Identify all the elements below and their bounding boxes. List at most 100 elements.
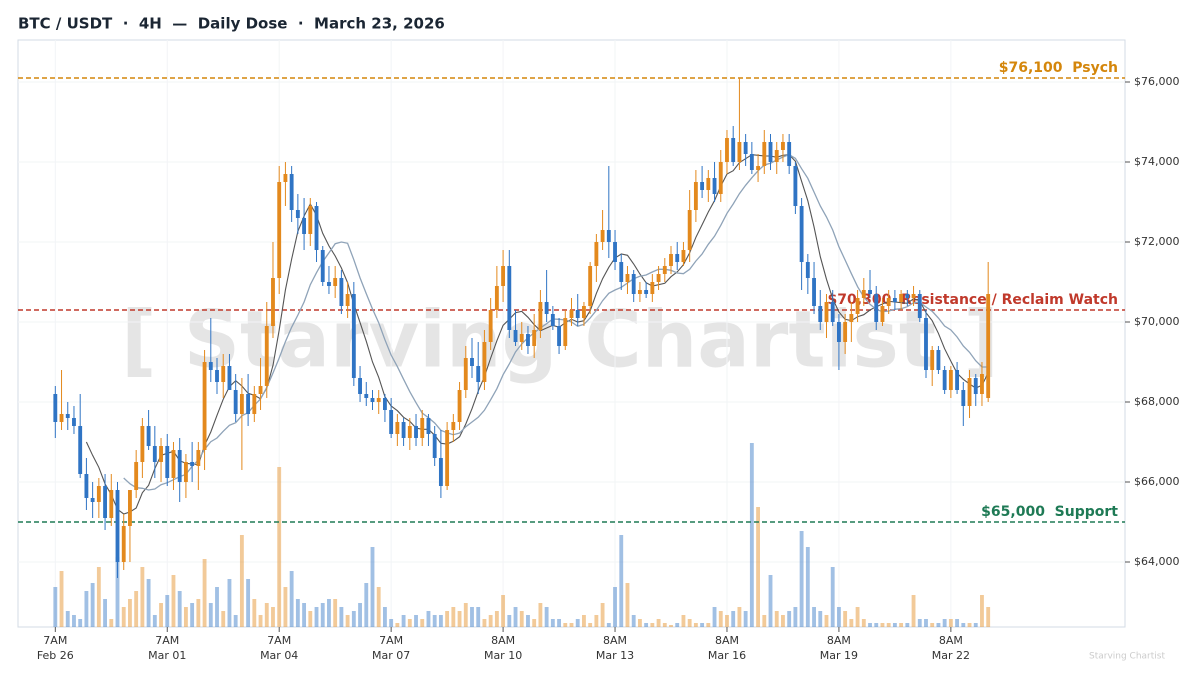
volume-bar bbox=[128, 599, 132, 627]
candle-body bbox=[376, 398, 381, 402]
x-tick-label: 7AM bbox=[43, 634, 67, 647]
candle-body bbox=[190, 462, 195, 466]
candle-body bbox=[805, 262, 810, 278]
candle-body bbox=[681, 250, 686, 262]
y-tick-label: $72,000 bbox=[1134, 235, 1180, 248]
volume-bar bbox=[277, 467, 282, 627]
candle-body bbox=[799, 206, 804, 262]
y-tick-label: $74,000 bbox=[1134, 155, 1180, 168]
candle-body bbox=[364, 394, 369, 398]
volume-bar bbox=[619, 535, 624, 627]
candle-body bbox=[613, 242, 617, 262]
volume-bar bbox=[103, 599, 107, 627]
candle-body bbox=[936, 350, 941, 370]
volume-bar bbox=[389, 619, 394, 627]
candle-body bbox=[600, 230, 605, 242]
candle-body bbox=[177, 450, 182, 482]
volume-bar bbox=[756, 507, 761, 627]
volume-bar bbox=[874, 623, 879, 627]
volume-bar bbox=[594, 615, 599, 627]
candle-body bbox=[463, 358, 468, 390]
candle-body bbox=[793, 166, 798, 206]
candle-body bbox=[818, 306, 823, 322]
candle-body bbox=[451, 422, 456, 430]
x-tick-label: 7AM bbox=[379, 634, 403, 647]
volume-bar bbox=[432, 615, 437, 627]
candle-body bbox=[743, 142, 748, 154]
x-tick-label: 8AM bbox=[827, 634, 851, 647]
candle-body bbox=[358, 378, 362, 394]
volume-bar bbox=[227, 579, 232, 627]
candle-body bbox=[955, 370, 960, 390]
volume-bar bbox=[818, 611, 823, 627]
x-tick-label: 7AM bbox=[267, 634, 291, 647]
candle-body bbox=[644, 290, 649, 294]
candle-body bbox=[787, 142, 792, 166]
volume-bar bbox=[134, 591, 139, 627]
x-tick-label: 8AM bbox=[715, 634, 739, 647]
candle-body bbox=[861, 290, 866, 298]
candle-body bbox=[942, 370, 947, 390]
volume-bar bbox=[544, 607, 549, 627]
volume-bar bbox=[886, 623, 891, 627]
volume-bar bbox=[980, 595, 984, 627]
candle-body bbox=[594, 242, 599, 266]
candle-body bbox=[501, 266, 506, 286]
volume-bar bbox=[445, 611, 450, 627]
volume-bar bbox=[215, 587, 219, 627]
candle-body bbox=[264, 326, 269, 386]
candle-body bbox=[420, 418, 425, 438]
volume-bar bbox=[246, 579, 251, 627]
candle-body bbox=[948, 370, 953, 390]
candle-body bbox=[675, 254, 680, 262]
candle-body bbox=[221, 366, 226, 382]
volume-bar bbox=[295, 599, 300, 627]
volume-bar bbox=[569, 623, 574, 627]
volume-bar bbox=[165, 595, 170, 627]
volume-bar bbox=[513, 607, 518, 627]
y-tick-label: $76,000 bbox=[1134, 75, 1180, 88]
volume-bar bbox=[538, 603, 543, 627]
x-tick-label: Mar 19 bbox=[820, 649, 858, 662]
candle-body bbox=[849, 314, 854, 322]
candle-body bbox=[550, 314, 555, 326]
x-tick-label: Mar 13 bbox=[596, 649, 634, 662]
credit: Starving Chartist bbox=[1089, 652, 1165, 662]
candle-body bbox=[606, 230, 611, 242]
candle-body bbox=[432, 434, 437, 458]
candle-body bbox=[128, 490, 132, 526]
volume-bar bbox=[451, 607, 456, 627]
candle-body bbox=[215, 370, 219, 382]
volume-bar bbox=[476, 607, 481, 627]
volume-bar bbox=[613, 587, 617, 627]
candle-body bbox=[159, 446, 163, 462]
candle-body bbox=[103, 486, 107, 518]
volume-bar bbox=[196, 599, 201, 627]
volume-bar bbox=[494, 611, 499, 627]
candle-body bbox=[202, 362, 207, 450]
candle-body bbox=[438, 458, 443, 486]
candle-body bbox=[812, 278, 816, 306]
candle-body bbox=[930, 350, 935, 370]
candle-body bbox=[781, 142, 785, 150]
candle-body bbox=[625, 274, 630, 282]
level-label: $65,000 Support bbox=[981, 504, 1118, 520]
candle-body bbox=[855, 298, 860, 314]
candle-body bbox=[712, 178, 717, 194]
candle-body bbox=[762, 142, 767, 166]
candle-body bbox=[557, 326, 561, 346]
volume-bar bbox=[488, 615, 493, 627]
candle-body bbox=[700, 182, 705, 190]
candle-body bbox=[731, 138, 736, 162]
volume-bar bbox=[793, 607, 798, 627]
candle-body bbox=[824, 302, 829, 322]
candle-body bbox=[96, 486, 101, 502]
candle-body bbox=[532, 330, 537, 346]
candle-body bbox=[637, 290, 642, 294]
volume-bar bbox=[687, 619, 692, 627]
volume-bar bbox=[961, 623, 966, 627]
candle-body bbox=[669, 254, 673, 266]
volume-bar bbox=[557, 619, 561, 627]
volume-bar bbox=[339, 607, 344, 627]
volume-bar bbox=[264, 603, 269, 627]
